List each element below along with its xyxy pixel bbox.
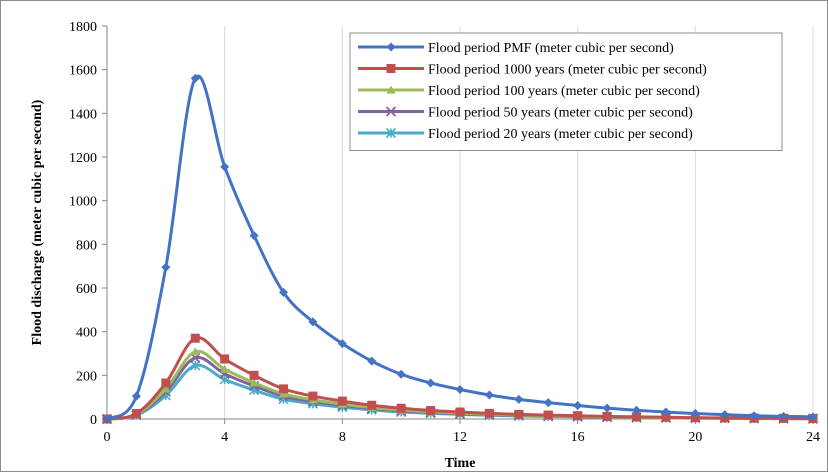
y-tick-label-1: 200 (76, 369, 97, 384)
data-point-s2-5 (249, 378, 259, 387)
x-tick-label-4: 16 (571, 430, 585, 445)
x-tick-label-5: 20 (688, 430, 702, 445)
data-point-s0-18 (632, 405, 641, 415)
data-point-s0-21 (720, 410, 730, 420)
legend-item-4: Flood period 20 years (meter cubic per s… (358, 127, 693, 142)
x-tick-label-0: 0 (104, 430, 111, 445)
y-tick-label-4: 800 (76, 238, 97, 253)
data-point-s0-19 (661, 407, 671, 417)
legend-item-1: Flood period 1000 years (meter cubic per… (358, 63, 707, 78)
x-axis-title: Time (445, 456, 476, 471)
series-line-0 (106, 74, 814, 421)
y-tick-label-5: 1000 (69, 195, 97, 210)
data-point-s1-1 (131, 409, 141, 419)
legend-item-2: Flood period 100 years (meter cubic per … (358, 84, 700, 99)
data-point-s2-3 (190, 347, 200, 356)
legend-swatch-marker-3 (385, 106, 397, 117)
data-point-s0-17 (602, 403, 612, 413)
legend-swatch-marker-4 (385, 127, 397, 139)
legend-swatch-marker-1 (386, 64, 396, 73)
data-point-s1-5 (249, 370, 259, 380)
series-group (101, 73, 819, 425)
data-point-s0-13 (484, 390, 494, 400)
data-point-s1-8 (337, 396, 347, 406)
data-point-s1-13 (484, 408, 494, 418)
data-point-s2-6 (279, 389, 288, 398)
data-point-s1-15 (543, 410, 553, 420)
data-point-s1-2 (161, 378, 171, 388)
data-point-s1-10 (396, 403, 406, 413)
data-point-s0-6 (279, 287, 288, 297)
y-tick-label-0: 0 (90, 413, 97, 428)
data-point-s1-11 (426, 405, 436, 415)
data-point-s0-10 (396, 369, 406, 379)
data-point-s1-18 (632, 412, 641, 422)
x-tick-label-6: 24 (806, 430, 820, 445)
data-point-s1-17 (602, 411, 612, 421)
data-point-s1-12 (455, 407, 465, 417)
data-point-s0-11 (426, 378, 436, 388)
data-point-s0-24 (808, 412, 818, 422)
legend-item-3: Flood period 50 years (meter cubic per s… (358, 106, 693, 121)
legend-label-1: Flood period 1000 years (meter cubic per… (428, 63, 707, 78)
series-0 (102, 73, 818, 424)
data-point-s1-19 (661, 412, 671, 422)
data-point-s0-23 (779, 411, 789, 421)
tick-labels: 0 200 400 600 800 1000 1200 1400 1600 1800 0 4 8 12 16… (69, 20, 820, 445)
legend-label-0: Flood period PMF (meter cubic per second… (428, 41, 674, 56)
legend-item-0: Flood period PMF (meter cubic per second… (358, 41, 674, 56)
x-tick-label-2: 8 (339, 430, 346, 445)
data-point-s0-7 (308, 317, 318, 327)
y-tick-label-7: 1400 (69, 107, 97, 122)
x-tick-label-1: 4 (221, 430, 228, 445)
legend-label-3: Flood period 50 years (meter cubic per s… (428, 106, 693, 121)
data-point-s0-15 (543, 398, 553, 408)
y-tick-label-3: 600 (76, 282, 97, 297)
legend-swatch-marker-0 (386, 42, 396, 52)
data-point-s0-8 (337, 339, 347, 349)
data-point-s0-0 (102, 414, 112, 424)
legend-swatch-marker-2 (386, 85, 396, 94)
data-point-s0-9 (367, 356, 377, 366)
data-point-s0-12 (455, 385, 465, 395)
legend: Flood period PMF (meter cubic per second… (349, 32, 783, 151)
legend-label-4: Flood period 20 years (meter cubic per s… (428, 127, 693, 142)
x-tick-label-3: 12 (453, 430, 467, 445)
data-point-s1-6 (279, 384, 288, 394)
data-point-s1-16 (573, 411, 583, 421)
data-point-s1-7 (308, 391, 318, 401)
data-point-s0-1 (131, 391, 141, 401)
data-point-s0-22 (749, 411, 759, 421)
legend-box (349, 32, 783, 151)
data-point-s0-14 (514, 394, 524, 404)
data-point-s4-3 (190, 360, 201, 371)
y-tick-label-6: 1200 (69, 151, 97, 166)
data-point-s2-4 (220, 364, 230, 373)
data-point-s2-2 (161, 384, 171, 393)
data-point-s1-14 (514, 409, 524, 419)
data-point-s0-16 (573, 400, 583, 410)
data-point-s0-3 (190, 73, 200, 83)
data-point-s1-9 (367, 400, 377, 410)
data-point-s1-3 (190, 333, 200, 343)
y-tick-label-2: 400 (76, 326, 97, 341)
legend-label-2: Flood period 100 years (meter cubic per … (428, 84, 700, 99)
data-point-s0-4 (220, 162, 230, 172)
y-axis-title: Flood discharge (meter cubic per second) (30, 99, 45, 345)
y-tick-label-9: 1800 (69, 20, 97, 35)
y-tick-label-8: 1600 (69, 64, 97, 79)
data-point-s0-20 (690, 409, 700, 419)
data-point-s0-5 (249, 231, 259, 241)
data-point-s0-2 (161, 262, 171, 272)
data-point-s1-4 (220, 354, 230, 364)
